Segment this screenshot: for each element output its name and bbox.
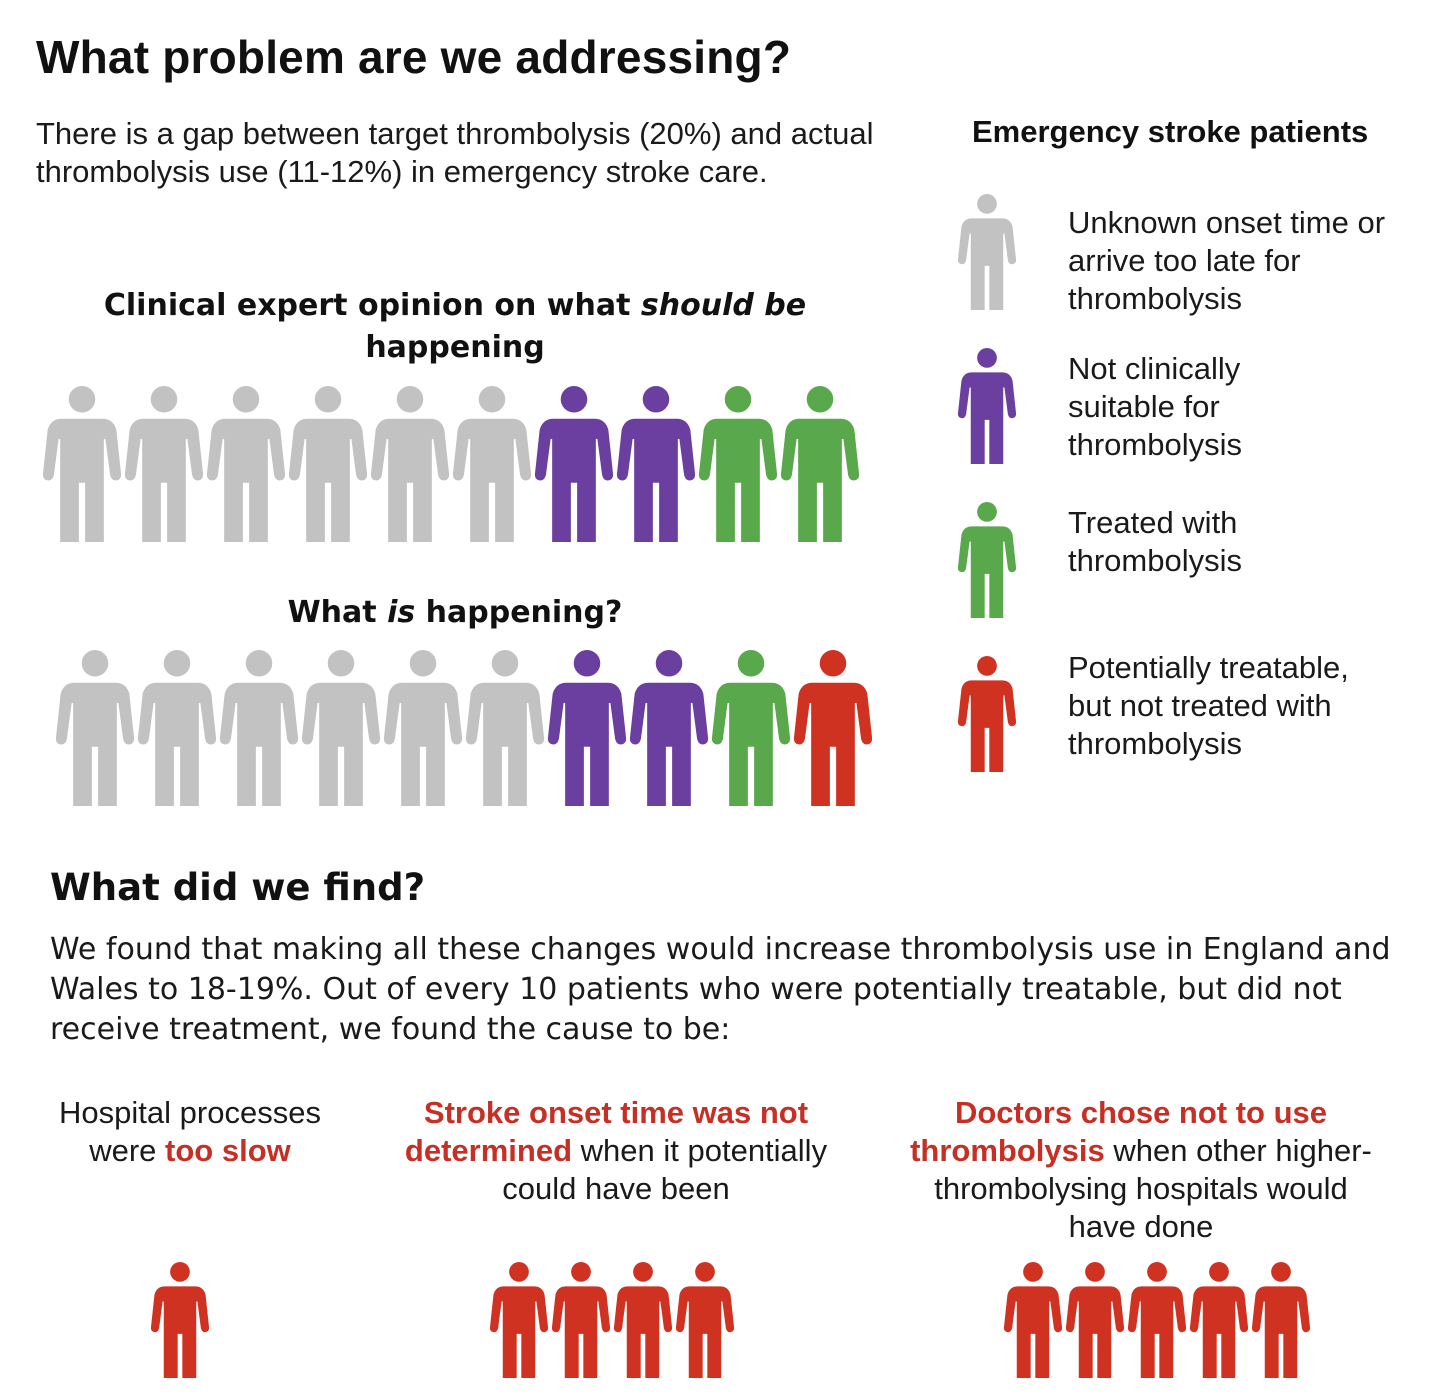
cause-2-highlight: Stroke onset time was not determined	[404, 1095, 809, 1168]
person-grey-icon	[206, 386, 286, 542]
legend-label-red: Potentially treatable, but not treated w…	[1068, 650, 1349, 761]
person-red-icon	[1189, 1262, 1249, 1378]
is-heading: What is happening?	[40, 593, 870, 633]
person-grey-icon	[370, 386, 450, 542]
should-heading: Clinical expert opinion on what should b…	[40, 285, 870, 369]
is-heading-part2: happening?	[415, 595, 623, 630]
should-heading-part1: Clinical expert opinion on what	[103, 288, 641, 323]
person-purple-icon	[534, 386, 614, 542]
findings-text: We found that making all these changes w…	[50, 932, 1391, 1047]
person-red-icon	[1065, 1262, 1125, 1378]
intro-text: There is a gap between target thrombolys…	[36, 116, 874, 189]
person-grey-icon	[383, 650, 463, 806]
person-purple-icon	[629, 650, 709, 806]
person-grey-icon	[55, 650, 135, 806]
cause-1-highlight: too slow	[165, 1133, 291, 1168]
person-green-icon	[698, 386, 778, 542]
person-purple-icon	[957, 348, 1017, 464]
person-green-icon	[780, 386, 860, 542]
is-heading-italic: is	[387, 595, 416, 630]
person-purple-icon	[547, 650, 627, 806]
cause-1-pre: Hospital processes were	[59, 1095, 321, 1168]
cause-doctors-chose-not: Doctors chose not to use thrombolysis wh…	[900, 1094, 1382, 1246]
person-red-icon	[489, 1262, 549, 1378]
person-red-icon	[551, 1262, 611, 1378]
person-red-icon	[1127, 1262, 1187, 1378]
cause-onset-not-determined: Stroke onset time was not determined whe…	[376, 1094, 856, 1208]
person-grey-icon	[957, 194, 1017, 310]
cause-slow-processes: Hospital processes were too slow	[30, 1094, 350, 1170]
should-heading-italic: should be	[640, 288, 807, 323]
person-red-icon	[613, 1262, 673, 1378]
cause-2-post: when it potentially could have been	[502, 1133, 828, 1206]
cause-3-post: when other higher-thrombolysing hospital…	[934, 1133, 1372, 1244]
findings-title: What did we find?	[50, 866, 426, 909]
person-grey-icon	[288, 386, 368, 542]
person-grey-icon	[124, 386, 204, 542]
person-green-icon	[957, 502, 1017, 618]
person-grey-icon	[42, 386, 122, 542]
page-title: What problem are we addressing?	[36, 31, 792, 83]
should-heading-part2: happening	[365, 330, 545, 365]
legend-label-purple: Not clinically suitable for thrombolysis	[1068, 351, 1242, 462]
person-red-icon	[793, 650, 873, 806]
is-heading-part1: What	[287, 595, 388, 630]
person-red-icon	[1003, 1262, 1063, 1378]
person-purple-icon	[616, 386, 696, 542]
person-grey-icon	[452, 386, 532, 542]
person-red-icon	[675, 1262, 735, 1378]
person-grey-icon	[465, 650, 545, 806]
cause-3-highlight: Doctors chose not to use thrombolysis	[910, 1095, 1328, 1168]
person-red-icon	[1251, 1262, 1311, 1378]
person-grey-icon	[137, 650, 217, 806]
person-grey-icon	[301, 650, 381, 806]
legend-title: Emergency stroke patients	[972, 114, 1369, 149]
person-red-icon	[957, 656, 1017, 772]
person-grey-icon	[219, 650, 299, 806]
person-green-icon	[711, 650, 791, 806]
legend-label-grey: Unknown onset time or arrive too late fo…	[1068, 205, 1386, 316]
legend-label-green: Treated with thrombolysis	[1068, 505, 1242, 578]
person-red-icon	[150, 1262, 210, 1378]
